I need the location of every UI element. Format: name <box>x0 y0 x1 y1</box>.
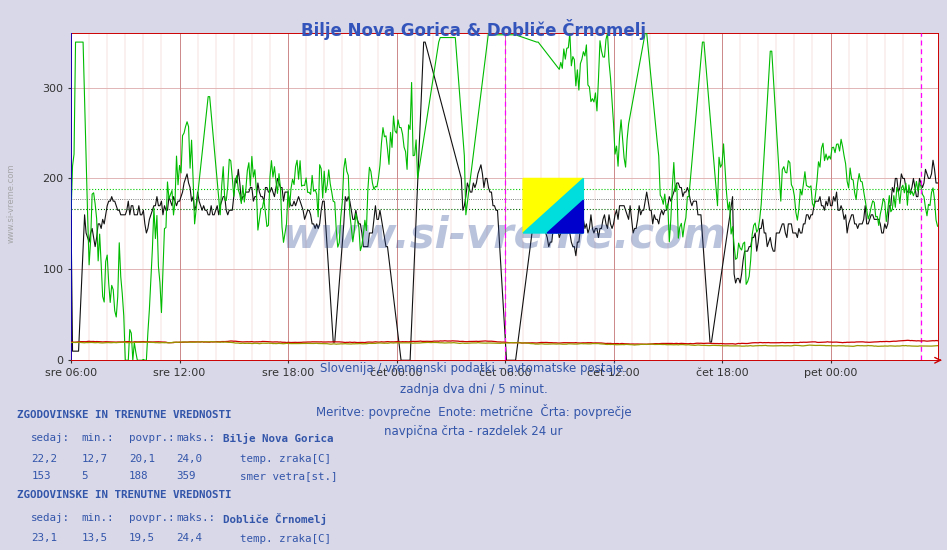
Text: 22,2: 22,2 <box>31 454 57 464</box>
Text: 24,4: 24,4 <box>176 534 202 543</box>
Text: 19,5: 19,5 <box>129 534 154 543</box>
Text: ZGODOVINSKE IN TRENUTNE VREDNOSTI: ZGODOVINSKE IN TRENUTNE VREDNOSTI <box>17 410 232 420</box>
Text: sedaj:: sedaj: <box>31 433 70 443</box>
Text: sedaj:: sedaj: <box>31 513 70 522</box>
Text: min.:: min.: <box>81 513 114 522</box>
Text: temp. zraka[C]: temp. zraka[C] <box>240 454 331 464</box>
Text: smer vetra[st.]: smer vetra[st.] <box>240 471 337 481</box>
Text: 153: 153 <box>31 471 51 481</box>
Text: www.si-vreme.com: www.si-vreme.com <box>7 164 16 243</box>
Text: 359: 359 <box>176 471 196 481</box>
Polygon shape <box>523 178 583 233</box>
Text: Dobliče Črnomelj: Dobliče Črnomelj <box>223 513 328 525</box>
Text: 20,1: 20,1 <box>129 454 154 464</box>
Polygon shape <box>523 178 583 233</box>
Text: ZGODOVINSKE IN TRENUTNE VREDNOSTI: ZGODOVINSKE IN TRENUTNE VREDNOSTI <box>17 490 232 499</box>
Text: www.si-vreme.com: www.si-vreme.com <box>282 215 726 257</box>
Polygon shape <box>547 200 583 233</box>
Text: 12,7: 12,7 <box>81 454 107 464</box>
Text: zadnja dva dni / 5 minut.: zadnja dva dni / 5 minut. <box>400 383 547 396</box>
Text: 5: 5 <box>81 471 88 481</box>
Text: Bilje Nova Gorica & Dobliče Črnomelj: Bilje Nova Gorica & Dobliče Črnomelj <box>301 19 646 40</box>
Text: navpična črta - razdelek 24 ur: navpična črta - razdelek 24 ur <box>384 425 563 438</box>
Text: povpr.:: povpr.: <box>129 433 174 443</box>
Text: maks.:: maks.: <box>176 433 215 443</box>
Text: 23,1: 23,1 <box>31 534 57 543</box>
Text: 24,0: 24,0 <box>176 454 202 464</box>
Text: povpr.:: povpr.: <box>129 513 174 522</box>
Text: min.:: min.: <box>81 433 114 443</box>
Text: 13,5: 13,5 <box>81 534 107 543</box>
Text: maks.:: maks.: <box>176 513 215 522</box>
Text: 188: 188 <box>129 471 149 481</box>
Text: temp. zraka[C]: temp. zraka[C] <box>240 534 331 543</box>
Text: Slovenija / vremenski podatki - avtomatske postaje.: Slovenija / vremenski podatki - avtomats… <box>320 362 627 375</box>
Text: Bilje Nova Gorica: Bilje Nova Gorica <box>223 433 334 444</box>
Text: Meritve: povprečne  Enote: metrične  Črta: povprečje: Meritve: povprečne Enote: metrične Črta:… <box>315 404 632 419</box>
